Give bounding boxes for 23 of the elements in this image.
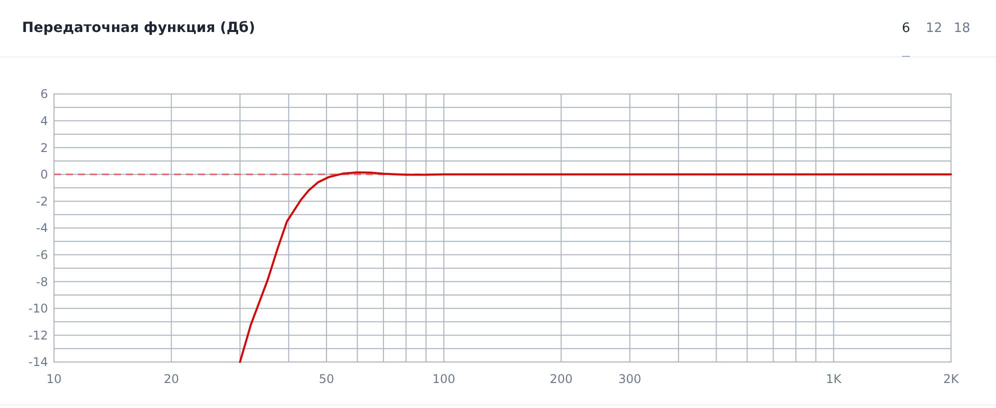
text: 6	[902, 21, 910, 36]
y-tick-label: 6	[40, 87, 48, 102]
text: 12	[926, 21, 942, 36]
y-tick-label: -14	[28, 355, 48, 370]
text: 18	[954, 21, 970, 36]
y-tick-label: -4	[36, 221, 48, 236]
x-tick-label: 2K	[943, 372, 960, 386]
y-tick-label: 0	[40, 168, 48, 182]
x-tick-label: 200	[550, 372, 573, 386]
x-tick-label: 10	[46, 372, 62, 386]
x-tick-label: 1K	[826, 372, 843, 386]
y-tick-label: -10	[28, 302, 48, 316]
y-tick-label: 4	[40, 114, 48, 128]
chart-title: Передаточная функция (Дб)	[22, 20, 256, 36]
x-tick-label: 20	[164, 372, 179, 386]
y-tick-label: -6	[36, 248, 48, 262]
y-tick-label: -2	[36, 194, 48, 208]
y-tick-label: -12	[28, 328, 48, 342]
x-tick-label: 50	[318, 372, 334, 386]
x-tick-label: 100	[432, 372, 456, 386]
y-tick-label: 2	[40, 140, 48, 155]
y-tick-label: -8	[36, 274, 48, 289]
x-tick-label: 300	[618, 372, 642, 386]
